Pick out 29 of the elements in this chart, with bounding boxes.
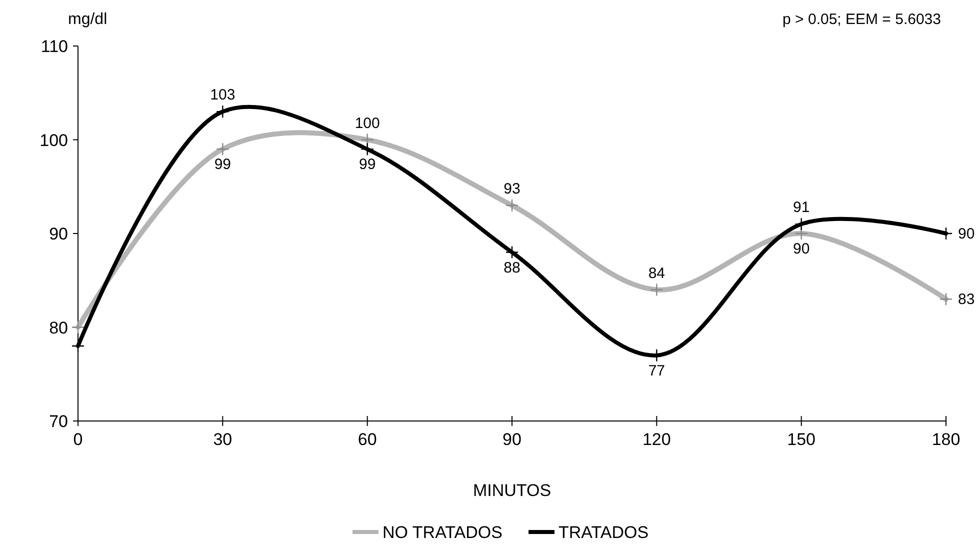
data-label: 77 [648, 362, 666, 380]
x-tick-label: 180 [932, 430, 960, 449]
data-label: 84 [648, 264, 666, 282]
data-label: 90 [958, 226, 975, 242]
data-label: 90 [792, 240, 810, 258]
data-label: 103 [210, 86, 236, 104]
x-tick-label: 0 [73, 430, 83, 449]
y-tick-label: 90 [49, 224, 68, 244]
y-tick-label: 100 [40, 130, 68, 150]
x-tick-label: 60 [358, 430, 377, 449]
legend-label: TRATADOS [558, 523, 649, 542]
text: p > 0.05; EEM = 5.6033 [782, 11, 941, 28]
x-tick-label: 90 [502, 430, 522, 449]
data-label: 93 [504, 180, 520, 198]
x-tick-label: 120 [642, 430, 671, 449]
data-label: 99 [358, 156, 376, 174]
x-axis-title: MINUTOS [472, 481, 552, 500]
data-label: 88 [504, 259, 520, 276]
data-label: 99 [214, 156, 232, 174]
data-label: 91 [792, 199, 810, 216]
y-axis-title: mg/dl [68, 11, 108, 28]
y-tick-label: 110 [40, 37, 68, 56]
data-label: 83 [958, 291, 975, 308]
data-label: 100 [354, 114, 380, 132]
x-tick-label: 30 [213, 430, 232, 449]
y-tick-label: 80 [49, 318, 68, 338]
y-tick-label: 70 [49, 412, 68, 431]
x-tick-label: 150 [787, 430, 816, 449]
legend-label: NO TRATADOS [382, 523, 502, 542]
